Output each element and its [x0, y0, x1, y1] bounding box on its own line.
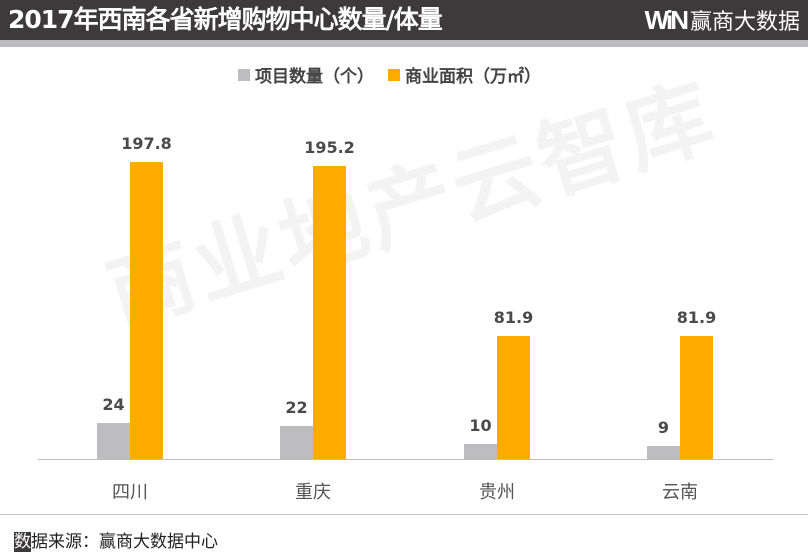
bar-commercial-area: [497, 336, 530, 459]
data-label: 10: [469, 416, 492, 435]
brand-name: 赢商大数据: [689, 10, 800, 35]
data-label: 24: [102, 395, 125, 414]
x-axis-category-label: 重庆: [295, 482, 331, 503]
win-logo-icon: WiN: [644, 4, 689, 35]
bar-commercial-area: [313, 165, 346, 459]
data-label: 81.9: [676, 308, 717, 328]
x-axis-line: [38, 459, 773, 460]
source-first-char: 数: [14, 532, 31, 552]
legend-item-area: 商业面积（万㎡）: [388, 62, 541, 87]
chart-title: 2017年西南各省新增购物中心数量/体量: [8, 5, 443, 34]
source-text: 据来源：赢商大数据中心: [31, 532, 218, 552]
data-label: 195.2: [304, 137, 355, 157]
x-axis-category-label: 四川: [112, 482, 148, 503]
legend-swatch-orange: [388, 68, 400, 81]
bar-project-count: [97, 423, 130, 459]
brand-logo: WiN 赢商大数据: [645, 4, 800, 36]
legend-item-count: 项目数量（个）: [238, 62, 374, 87]
data-label: 9: [657, 417, 670, 437]
title-bar: 2017年西南各省新增购物中心数量/体量 WiN 赢商大数据: [0, 0, 808, 40]
legend-label: 商业面积（万㎡）: [405, 67, 541, 87]
x-axis-category-label: 云南: [662, 482, 698, 503]
bar-commercial-area: [130, 162, 163, 459]
legend-label: 项目数量（个）: [255, 67, 374, 87]
bar-commercial-area: [680, 336, 713, 459]
bar-project-count: [464, 444, 497, 459]
footer-divider: [0, 514, 808, 515]
header-divider: [0, 40, 808, 47]
data-label: 22: [285, 398, 308, 417]
data-source: 数据来源：赢商大数据中心: [14, 527, 218, 552]
legend-swatch-gray: [238, 68, 250, 81]
bar-project-count: [280, 426, 313, 459]
data-label: 81.9: [493, 308, 534, 328]
chart-legend: 项目数量（个） 商业面积（万㎡）: [238, 62, 555, 87]
bar-project-count: [647, 445, 680, 459]
x-axis-category-label: 贵州: [479, 482, 515, 503]
data-label: 197.8: [121, 134, 172, 153]
